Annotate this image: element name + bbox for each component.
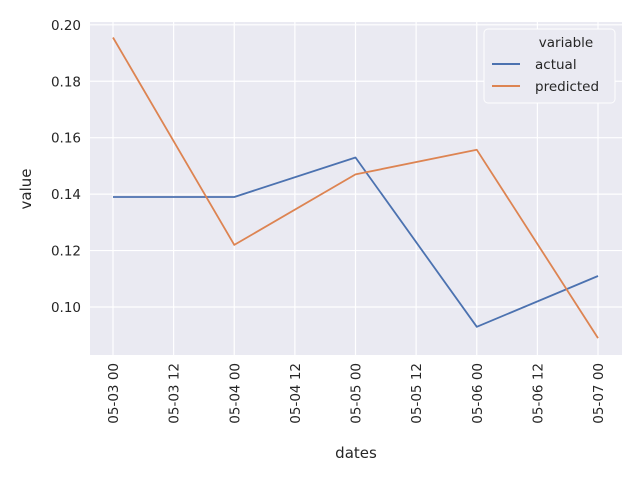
x-tick-label: 05-06 00 (470, 363, 486, 424)
legend-label-actual: actual (535, 57, 577, 73)
series-line-predicted (112, 37, 599, 339)
x-tick-label: 05-04 00 (227, 363, 243, 424)
legend-title: variable (539, 35, 593, 51)
x-axis-label: dates (335, 444, 377, 462)
y-tick-labels: 0.10 0.12 0.14 0.16 0.18 0.20 (51, 18, 81, 316)
x-tick-label: 05-05 12 (409, 363, 425, 424)
x-tick-label: 05-07 00 (591, 363, 607, 424)
x-tick-label: 05-04 12 (288, 363, 304, 424)
x-tick-labels: 05-03 00 05-03 12 05-04 00 05-04 12 05-05 00… (106, 363, 607, 424)
x-tick-label: 05-05 00 (349, 363, 365, 424)
y-tick-label: 0.10 (51, 300, 81, 316)
legend: variable actual predicted (483, 28, 616, 104)
grid-lines (90, 22, 622, 355)
y-tick-label: 0.20 (51, 18, 81, 34)
legend-box (483, 28, 616, 104)
x-tick-label: 05-03 12 (167, 363, 183, 424)
y-tick-label: 0.14 (51, 187, 81, 203)
x-tick-label: 05-03 00 (106, 363, 122, 424)
series-line-actual (113, 156, 599, 328)
x-tick-label: 05-06 12 (530, 363, 546, 424)
series-lines (112, 37, 599, 339)
y-axis-label: value (17, 169, 35, 210)
y-tick-label: 0.16 (51, 131, 81, 147)
y-tick-label: 0.12 (51, 244, 81, 260)
y-tick-label: 0.18 (51, 74, 81, 90)
legend-label-predicted: predicted (535, 79, 599, 95)
